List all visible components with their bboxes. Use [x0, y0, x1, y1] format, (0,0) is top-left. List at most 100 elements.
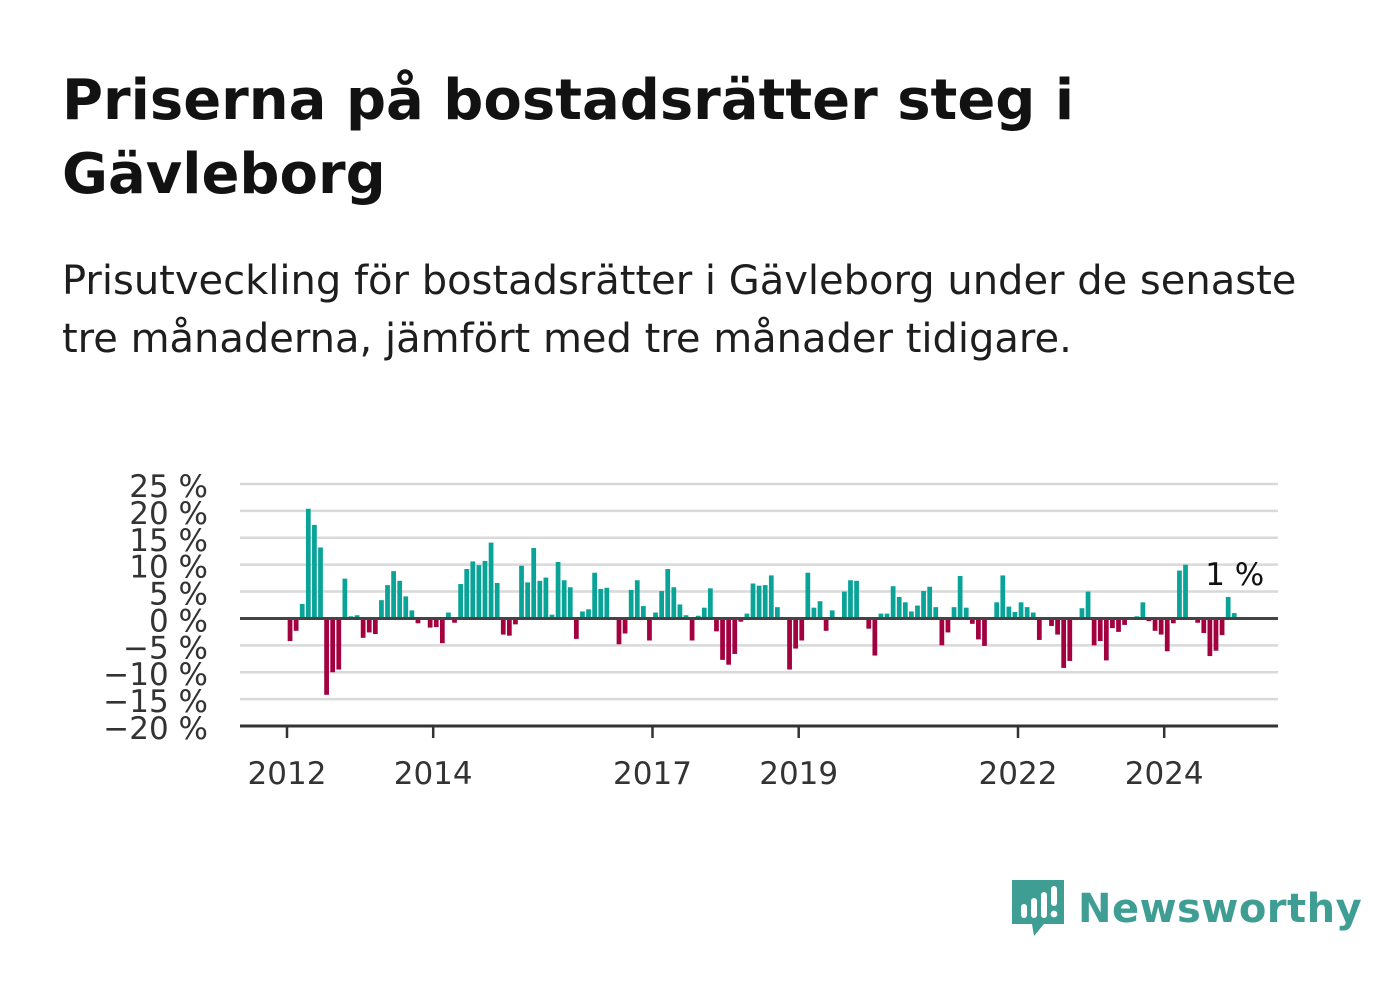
bar — [1085, 591, 1091, 619]
bar — [1049, 618, 1054, 626]
bar — [561, 580, 567, 619]
bar — [330, 618, 336, 673]
bar — [409, 610, 415, 619]
bar — [397, 580, 403, 619]
bar — [586, 609, 591, 619]
x-tick-label: 2022 — [979, 756, 1058, 792]
y-tick-label: 0 % — [149, 603, 208, 639]
bar — [494, 582, 500, 619]
bar — [1195, 618, 1201, 623]
y-tick-label: 15 % — [129, 523, 208, 559]
bar — [902, 602, 908, 619]
bar — [366, 618, 372, 633]
brand-name: Newsworthy — [1078, 886, 1363, 932]
bar — [1006, 606, 1012, 619]
bar — [689, 618, 695, 641]
bar — [982, 618, 987, 646]
bar — [756, 585, 762, 619]
bar — [708, 588, 713, 619]
bar — [415, 618, 421, 624]
bar — [470, 561, 476, 619]
y-tick-label: −20 % — [103, 711, 208, 747]
chart-subtitle: Prisutveckling för bostadsrätter i Gävle… — [62, 258, 1297, 362]
bar — [872, 618, 878, 656]
bar — [464, 568, 470, 619]
bar — [1110, 618, 1115, 629]
bar — [1177, 570, 1182, 619]
bar — [287, 618, 293, 642]
bar — [616, 618, 622, 645]
bar — [1067, 618, 1073, 661]
y-tick-label: 5 % — [149, 577, 208, 613]
newsworthy-logo-icon — [1012, 880, 1064, 936]
x-tick-label: 2017 — [613, 756, 692, 792]
bar — [628, 589, 634, 619]
bar — [580, 611, 585, 619]
bar — [622, 618, 628, 634]
bar — [293, 618, 299, 631]
bar — [476, 565, 482, 619]
y-tick-label: 10 % — [129, 550, 208, 586]
bar — [939, 618, 945, 646]
bar — [1012, 611, 1018, 619]
bar — [488, 542, 494, 619]
y-axis-tick-labels: 25 %20 %15 %10 %5 %0 %−5 %−10 %−15 %−20 … — [103, 469, 208, 747]
bar — [927, 586, 933, 619]
bar — [811, 607, 817, 619]
bar — [671, 587, 677, 619]
y-tick-label: −5 % — [123, 630, 208, 666]
bar — [921, 591, 926, 619]
bar — [513, 618, 518, 625]
bar — [799, 618, 805, 641]
bars — [287, 508, 1237, 695]
bar — [714, 618, 719, 632]
bar — [537, 580, 543, 619]
bar — [549, 614, 555, 619]
bar — [506, 618, 512, 636]
last-value-label: 1 % — [1205, 557, 1264, 593]
bar — [567, 587, 573, 619]
bar — [726, 618, 732, 665]
bar — [1225, 596, 1231, 619]
bar — [1219, 618, 1225, 636]
bar — [1213, 618, 1219, 651]
bar — [604, 587, 610, 619]
x-tick-label: 2012 — [248, 756, 327, 792]
bar — [519, 565, 524, 619]
bar — [842, 591, 847, 619]
bar — [854, 580, 859, 619]
bar — [379, 600, 384, 619]
bar — [659, 591, 665, 619]
bar — [1055, 618, 1060, 635]
bar — [391, 571, 396, 619]
bar — [385, 585, 390, 619]
y-tick-label: −15 % — [103, 684, 208, 720]
bar — [762, 585, 768, 619]
bar — [318, 547, 323, 619]
bar — [439, 618, 445, 644]
bar — [372, 618, 378, 635]
x-tick-label: 2024 — [1125, 756, 1204, 792]
bar — [701, 607, 707, 619]
bar — [342, 578, 348, 619]
bar — [525, 582, 530, 619]
bar — [640, 606, 646, 619]
bar — [634, 580, 640, 619]
bar — [951, 607, 957, 619]
bar — [1103, 618, 1109, 661]
x-tick-label: 2019 — [759, 756, 838, 792]
bar — [531, 548, 537, 619]
bar — [1207, 618, 1213, 657]
bar — [592, 572, 597, 619]
bar — [677, 604, 683, 619]
bar — [976, 618, 981, 640]
bar — [312, 524, 317, 619]
bar — [768, 575, 774, 619]
bar — [909, 611, 914, 619]
bar — [994, 602, 1000, 619]
bar — [324, 618, 329, 695]
bar — [1091, 618, 1097, 646]
bar — [1158, 618, 1164, 635]
bar — [969, 618, 975, 624]
bar — [805, 572, 811, 619]
